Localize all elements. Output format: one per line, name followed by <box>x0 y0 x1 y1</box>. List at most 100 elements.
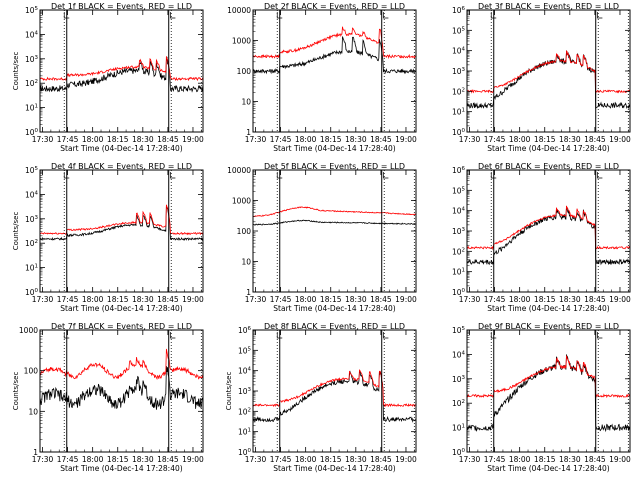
x-tick-label: 18:15 <box>107 295 129 304</box>
y-tick-label: 104 <box>452 207 466 216</box>
x-tick-label: 18:00 <box>82 295 104 304</box>
y-axis-label: Counts/sec <box>12 212 20 251</box>
marker-bracket-glyph <box>490 172 497 179</box>
x-tick-label: 17:45 <box>484 135 506 144</box>
x-tick-label: 17:30 <box>245 295 267 304</box>
series-events-line <box>40 56 203 93</box>
x-tick-label: 18:15 <box>107 455 129 464</box>
marker-bracket-glyph <box>276 172 283 179</box>
y-tick-label: 100 <box>452 288 466 297</box>
marker-bracket-glyph <box>170 172 176 179</box>
x-tick-label: 17:30 <box>459 295 481 304</box>
y-tick-label: 1 <box>246 128 251 137</box>
x-tick-label: 18:30 <box>345 135 367 144</box>
y-tick-label: 101 <box>238 428 251 437</box>
x-tick-label: 18:15 <box>534 295 556 304</box>
panel-title: Det 9f BLACK = Events, RED = LLD <box>478 322 619 331</box>
x-axis-label: Start Time (04-Dec-14 17:28:40) <box>273 144 395 153</box>
panel-title: Det 7f BLACK = Events, RED = LLD <box>51 322 192 331</box>
y-tick-label: 104 <box>25 30 39 39</box>
x-tick-label: 19:00 <box>182 135 204 144</box>
x-tick-label: 18:45 <box>584 135 606 144</box>
panel-det-6: Det 6f BLACK = Events, RED = LLD 17:30 17:… <box>452 162 631 313</box>
x-tick-label: 18:30 <box>559 295 581 304</box>
marker-bracket-glyph <box>63 12 70 19</box>
panel-title: Det 1f BLACK = Events, RED = LLD <box>51 2 192 11</box>
x-tick-label: 17:30 <box>459 135 481 144</box>
marker-bracket-glyph <box>170 12 176 19</box>
x-tick-label: 18:15 <box>320 455 342 464</box>
y-tick-label: 101 <box>25 264 38 273</box>
y-tick-label: 103 <box>238 387 252 396</box>
panel-title: Det 6f BLACK = Events, RED = LLD <box>478 162 619 171</box>
x-tick-label: 17:45 <box>270 295 292 304</box>
y-tick-label: 102 <box>452 247 465 256</box>
x-tick-label: 18:45 <box>370 135 392 144</box>
series-lld-line <box>467 50 630 94</box>
panel-title: Det 5f BLACK = Events, RED = LLD <box>264 162 405 171</box>
plot-frame <box>39 9 204 133</box>
y-tick-label: 103 <box>25 215 39 224</box>
marker-bracket-glyph <box>63 172 70 179</box>
plot-frame <box>466 329 631 453</box>
x-tick-label: 18:30 <box>132 135 154 144</box>
y-tick-label: 100 <box>25 288 39 297</box>
y-tick-label: 10 <box>241 98 251 107</box>
x-tick-label: 18:15 <box>107 135 129 144</box>
series-events-line <box>467 206 630 266</box>
x-tick-label: 18:45 <box>157 135 179 144</box>
x-tick-label: 18:00 <box>509 455 531 464</box>
x-tick-label: 17:45 <box>484 295 506 304</box>
x-tick-label: 17:45 <box>270 455 292 464</box>
y-tick-label: 100 <box>452 448 466 457</box>
y-tick-label: 10000 <box>227 6 251 15</box>
marker-bracket-glyph <box>597 172 603 179</box>
marker-bracket-glyph <box>383 332 389 339</box>
y-tick-label: 105 <box>238 346 252 355</box>
x-axis-label: Start Time (04-Dec-14 17:28:40) <box>60 464 182 473</box>
panel-title: Det 2f BLACK = Events, RED = LLD <box>264 2 405 11</box>
x-axis-label: Start Time (04-Dec-14 17:28:40) <box>273 304 395 313</box>
y-tick-label: 101 <box>452 424 465 433</box>
marker-bracket-glyph <box>383 172 389 179</box>
panel-det-3: Det 3f BLACK = Events, RED = LLD 17:30 17:… <box>452 2 631 153</box>
y-tick-label: 106 <box>238 326 252 335</box>
x-axis-label: Start Time (04-Dec-14 17:28:40) <box>487 464 609 473</box>
y-tick-label: 1000 <box>232 37 251 46</box>
panel-title: Det 3f BLACK = Events, RED = LLD <box>478 2 619 11</box>
x-tick-label: 17:45 <box>57 455 79 464</box>
x-tick-label: 18:30 <box>559 135 581 144</box>
y-tick-label: 1000 <box>232 197 251 206</box>
y-tick-label: 103 <box>25 55 39 64</box>
y-axis-label: Counts/sec <box>12 52 20 91</box>
x-tick-label: 18:00 <box>82 135 104 144</box>
x-tick-label: 18:30 <box>345 295 367 304</box>
plot-frame <box>39 169 204 293</box>
y-tick-label: 103 <box>452 375 466 384</box>
x-axis-label: Start Time (04-Dec-14 17:28:40) <box>60 144 182 153</box>
y-tick-label: 1 <box>246 288 251 297</box>
x-tick-label: 18:00 <box>82 455 104 464</box>
x-tick-label: 19:00 <box>182 455 204 464</box>
x-tick-label: 17:30 <box>245 455 267 464</box>
y-tick-label: 100 <box>237 227 252 236</box>
x-tick-label: 18:45 <box>370 295 392 304</box>
x-tick-label: 18:15 <box>320 135 342 144</box>
x-tick-label: 17:45 <box>57 295 79 304</box>
y-tick-label: 106 <box>452 166 466 175</box>
panel-det-8: Det 8f BLACK = Events, RED = LLD 17:30 17:… <box>225 322 417 473</box>
y-tick-label: 105 <box>452 326 466 335</box>
marker-bracket-glyph <box>276 12 283 19</box>
y-tick-label: 105 <box>452 26 466 35</box>
y-tick-label: 105 <box>452 186 466 195</box>
x-tick-label: 18:30 <box>559 455 581 464</box>
y-tick-label: 100 <box>237 67 252 76</box>
x-tick-label: 18:15 <box>320 295 342 304</box>
panel-det-5: Det 5f BLACK = Events, RED = LLD 17:30 17:… <box>227 162 417 313</box>
x-axis-label: Start Time (04-Dec-14 17:28:40) <box>273 464 395 473</box>
x-tick-label: 19:00 <box>609 455 631 464</box>
y-tick-label: 100 <box>452 128 466 137</box>
y-tick-label: 10 <box>241 258 251 267</box>
y-tick-label: 1 <box>33 448 38 457</box>
